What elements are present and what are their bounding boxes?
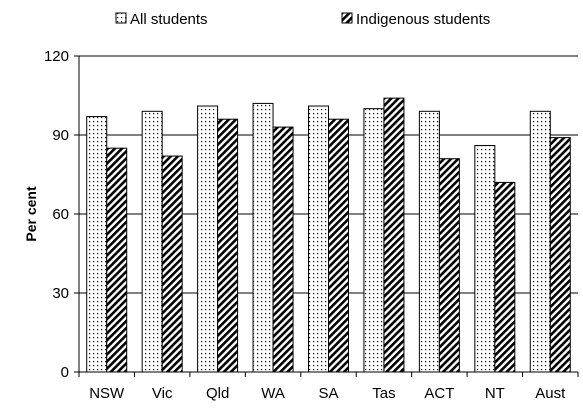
legend-label-all-students: All students <box>130 11 208 28</box>
legend-item-all-students: All students <box>115 11 208 28</box>
x-tick-label-wa: WA <box>261 385 285 402</box>
x-tick-labels: NSW Vic Qld WA SA Tas ACT NT Aust <box>89 385 566 402</box>
bar-all-students-vic <box>141 110 163 373</box>
x-tick-label-act: ACT <box>424 385 454 402</box>
bar-all-students-wa <box>252 102 274 373</box>
y-tick-labels: 0 30 60 90 120 <box>44 48 79 381</box>
bars <box>86 97 571 373</box>
legend: All students Indigenous students <box>115 11 490 28</box>
x-tick-label-nt: NT <box>485 385 505 402</box>
y-tick-label: 90 <box>52 127 69 144</box>
bar-indigenous-students-wa <box>272 126 294 373</box>
y-tick-label: 60 <box>52 206 69 223</box>
legend-item-indigenous-students: Indigenous students <box>341 11 490 28</box>
bar-indigenous-students-aust <box>549 137 571 373</box>
bar-all-students-tas <box>363 108 385 373</box>
bar-all-students-act <box>418 110 440 373</box>
x-tick-label-aust: Aust <box>535 385 566 402</box>
bar-indigenous-students-nt <box>494 181 516 373</box>
bar-all-students-aust <box>529 110 551 373</box>
x-tick-label-sa: SA <box>318 385 338 402</box>
y-tick-label: 0 <box>61 364 69 381</box>
bar-indigenous-students-qld <box>217 118 239 373</box>
bar-all-students-qld <box>197 105 219 373</box>
bar-indigenous-students-sa <box>328 118 349 373</box>
x-tick-label-nsw: NSW <box>89 385 125 402</box>
legend-swatch-indigenous-students <box>341 12 353 24</box>
bar-indigenous-students-act <box>438 158 460 373</box>
bar-all-students-nt <box>474 145 496 373</box>
y-tick-label: 30 <box>52 285 69 302</box>
bar-all-students-sa <box>308 105 329 373</box>
x-tick-label-vic: Vic <box>152 385 173 402</box>
bar-all-students-nsw <box>86 116 108 373</box>
x-tick-label-tas: Tas <box>372 385 395 402</box>
bar-indigenous-students-vic <box>161 155 183 373</box>
y-axis-label: Per cent <box>23 186 39 242</box>
legend-swatch-all-students <box>115 12 127 24</box>
bar-indigenous-students-tas <box>383 97 405 373</box>
bar-indigenous-students-nsw <box>106 147 128 373</box>
x-tick-label-qld: Qld <box>206 385 229 402</box>
y-tick-label: 120 <box>44 48 69 65</box>
legend-label-indigenous-students: Indigenous students <box>356 11 490 28</box>
